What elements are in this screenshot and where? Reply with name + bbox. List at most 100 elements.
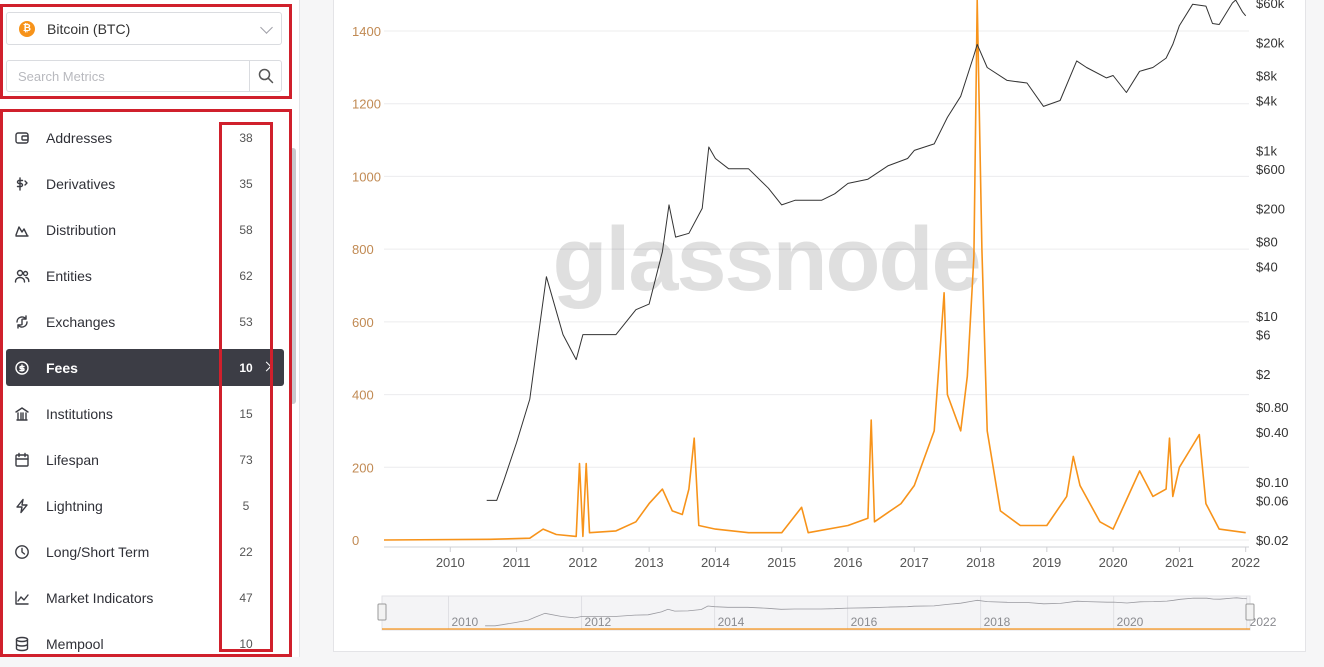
navigator-tick-label: 2010 bbox=[452, 615, 479, 629]
category-count: 10 bbox=[239, 360, 253, 375]
navigator-handle-right[interactable] bbox=[1245, 603, 1255, 621]
search-icon bbox=[258, 68, 273, 84]
category-item-lifespan[interactable]: Lifespan 73 bbox=[6, 437, 284, 483]
y-tick-label-right: $10 bbox=[1256, 309, 1278, 324]
y-tick-label-right: $200 bbox=[1256, 201, 1285, 216]
search-button[interactable] bbox=[249, 61, 281, 91]
fees-series-line bbox=[383, 0, 1246, 541]
lightning-icon bbox=[13, 497, 31, 515]
exchange-icon bbox=[13, 313, 31, 331]
y-tick-label-right: $0.10 bbox=[1256, 475, 1289, 490]
y-tick-label-right: $4k bbox=[1256, 94, 1277, 109]
category-item-institutions[interactable]: Institutions 15 bbox=[6, 391, 284, 437]
x-tick-label: 2010 bbox=[436, 555, 465, 570]
navigator-tick-label: 2016 bbox=[851, 615, 878, 629]
y-tick-label-left: 800 bbox=[352, 242, 374, 257]
y-tick-label-right: $40 bbox=[1256, 259, 1278, 274]
y-tick-label-right: $2 bbox=[1256, 367, 1270, 382]
asset-label: Bitcoin (BTC) bbox=[47, 20, 131, 37]
y-tick-label-right: $20k bbox=[1256, 36, 1285, 51]
sidebar-scrollbar[interactable] bbox=[289, 110, 297, 657]
x-tick-label: 2017 bbox=[900, 555, 929, 570]
category-count: 15 bbox=[239, 407, 253, 421]
x-tick-label: 2018 bbox=[966, 555, 995, 570]
category-label: Derivatives bbox=[46, 176, 116, 192]
search-input[interactable] bbox=[7, 61, 249, 91]
category-item-addresses[interactable]: Addresses 38 bbox=[6, 115, 284, 161]
category-list: Addresses 38 Derivatives 35 Distribution 58 En… bbox=[6, 115, 284, 667]
x-tick-label: 2022 bbox=[1231, 555, 1260, 570]
category-label: Lifespan bbox=[46, 452, 99, 468]
y-tick-label-right: $0.40 bbox=[1256, 425, 1289, 440]
x-tick-label: 2021 bbox=[1165, 555, 1194, 570]
wallet-icon bbox=[13, 129, 31, 147]
category-item-long-short-term[interactable]: Long/Short Term 22 bbox=[6, 529, 284, 575]
category-count: 35 bbox=[239, 177, 253, 191]
y-tick-label-right: $0.02 bbox=[1256, 533, 1289, 548]
x-tick-label: 2019 bbox=[1032, 555, 1061, 570]
bitcoin-icon: ₿ bbox=[19, 20, 35, 37]
category-count: 10 bbox=[239, 637, 253, 651]
y-tick-label-left: 1400 bbox=[352, 24, 381, 39]
category-label: Institutions bbox=[46, 406, 113, 422]
search-box bbox=[6, 60, 282, 92]
y-tick-label-left: 1000 bbox=[352, 169, 381, 184]
navigator-tick-label: 2018 bbox=[984, 615, 1011, 629]
database-icon bbox=[13, 635, 31, 653]
x-tick-label: 2011 bbox=[503, 555, 531, 570]
category-count: 47 bbox=[239, 591, 253, 605]
area-chart-icon bbox=[13, 221, 31, 239]
category-label: Exchanges bbox=[46, 314, 116, 330]
category-label: Lightning bbox=[46, 498, 103, 514]
chevron-right-icon[interactable] bbox=[261, 361, 272, 372]
category-item-derivatives[interactable]: Derivatives 35 bbox=[6, 161, 284, 207]
y-tick-label-left: 400 bbox=[352, 388, 374, 403]
category-label: Mempool bbox=[46, 636, 104, 652]
y-tick-label-right: $0.80 bbox=[1256, 400, 1289, 415]
navigator-series bbox=[485, 597, 1247, 627]
y-tick-label-right: $6 bbox=[1256, 328, 1270, 343]
category-label: Market Indicators bbox=[46, 590, 154, 606]
category-item-fees[interactable]: Fees 10 bbox=[6, 349, 284, 386]
category-item-lightning[interactable]: Lightning 5 bbox=[6, 483, 284, 529]
category-item-distribution[interactable]: Distribution 58 bbox=[6, 207, 284, 253]
x-tick-label: 2020 bbox=[1099, 555, 1128, 570]
category-count: 58 bbox=[239, 223, 253, 237]
fees-price-chart[interactable]: 0 200 400 600 800 1000 1200 1400 $0.02 $0.06 $0.10… bbox=[334, 0, 1307, 652]
y-tick-label-left: 1200 bbox=[352, 97, 381, 112]
y-tick-label-right: $1k bbox=[1256, 143, 1277, 158]
y-tick-label-right: $60k bbox=[1256, 0, 1285, 11]
y-tick-label-left: 600 bbox=[352, 315, 374, 330]
category-item-mempool[interactable]: Mempool 10 bbox=[6, 621, 284, 667]
dollar-swap-icon bbox=[13, 175, 31, 193]
category-label: Distribution bbox=[46, 222, 117, 238]
y-tick-label-right: $0.06 bbox=[1256, 493, 1289, 508]
category-label: Long/Short Term bbox=[46, 544, 150, 560]
category-item-exchanges[interactable]: Exchanges 53 bbox=[6, 299, 284, 345]
navigator-tick-label: 2014 bbox=[718, 615, 745, 629]
y-tick-label-right: $600 bbox=[1256, 162, 1285, 177]
category-item-market-indicators[interactable]: Market Indicators 47 bbox=[6, 575, 284, 621]
chart-panel: 0 200 400 600 800 1000 1200 1400 $0.02 $0.06 $0.10… bbox=[333, 0, 1306, 652]
navigator-tick-label: 2022 bbox=[1250, 615, 1277, 629]
category-count: 53 bbox=[239, 315, 253, 329]
category-label: Entities bbox=[46, 268, 92, 284]
x-tick-label: 2012 bbox=[568, 555, 597, 570]
x-tick-label: 2016 bbox=[834, 555, 863, 570]
category-item-entities[interactable]: Entities 62 bbox=[6, 253, 284, 299]
y-tick-label-left: 200 bbox=[352, 460, 374, 475]
chevron-down-icon[interactable] bbox=[260, 21, 273, 34]
x-tick-label: 2014 bbox=[701, 555, 730, 570]
y-tick-label-right: $80 bbox=[1256, 234, 1278, 249]
watermark: glassnode bbox=[552, 210, 979, 310]
category-count: 73 bbox=[239, 453, 253, 467]
clock-icon bbox=[13, 543, 31, 561]
navigator-handle-left[interactable] bbox=[377, 603, 387, 621]
category-count: 38 bbox=[239, 131, 253, 145]
asset-selector[interactable]: ₿ Bitcoin (BTC) bbox=[6, 12, 282, 45]
line-chart-icon bbox=[13, 589, 31, 607]
x-tick-label: 2013 bbox=[635, 555, 664, 570]
scrollbar-thumb[interactable] bbox=[290, 148, 296, 404]
x-tick-label: 2015 bbox=[767, 555, 796, 570]
bank-icon bbox=[13, 405, 31, 423]
